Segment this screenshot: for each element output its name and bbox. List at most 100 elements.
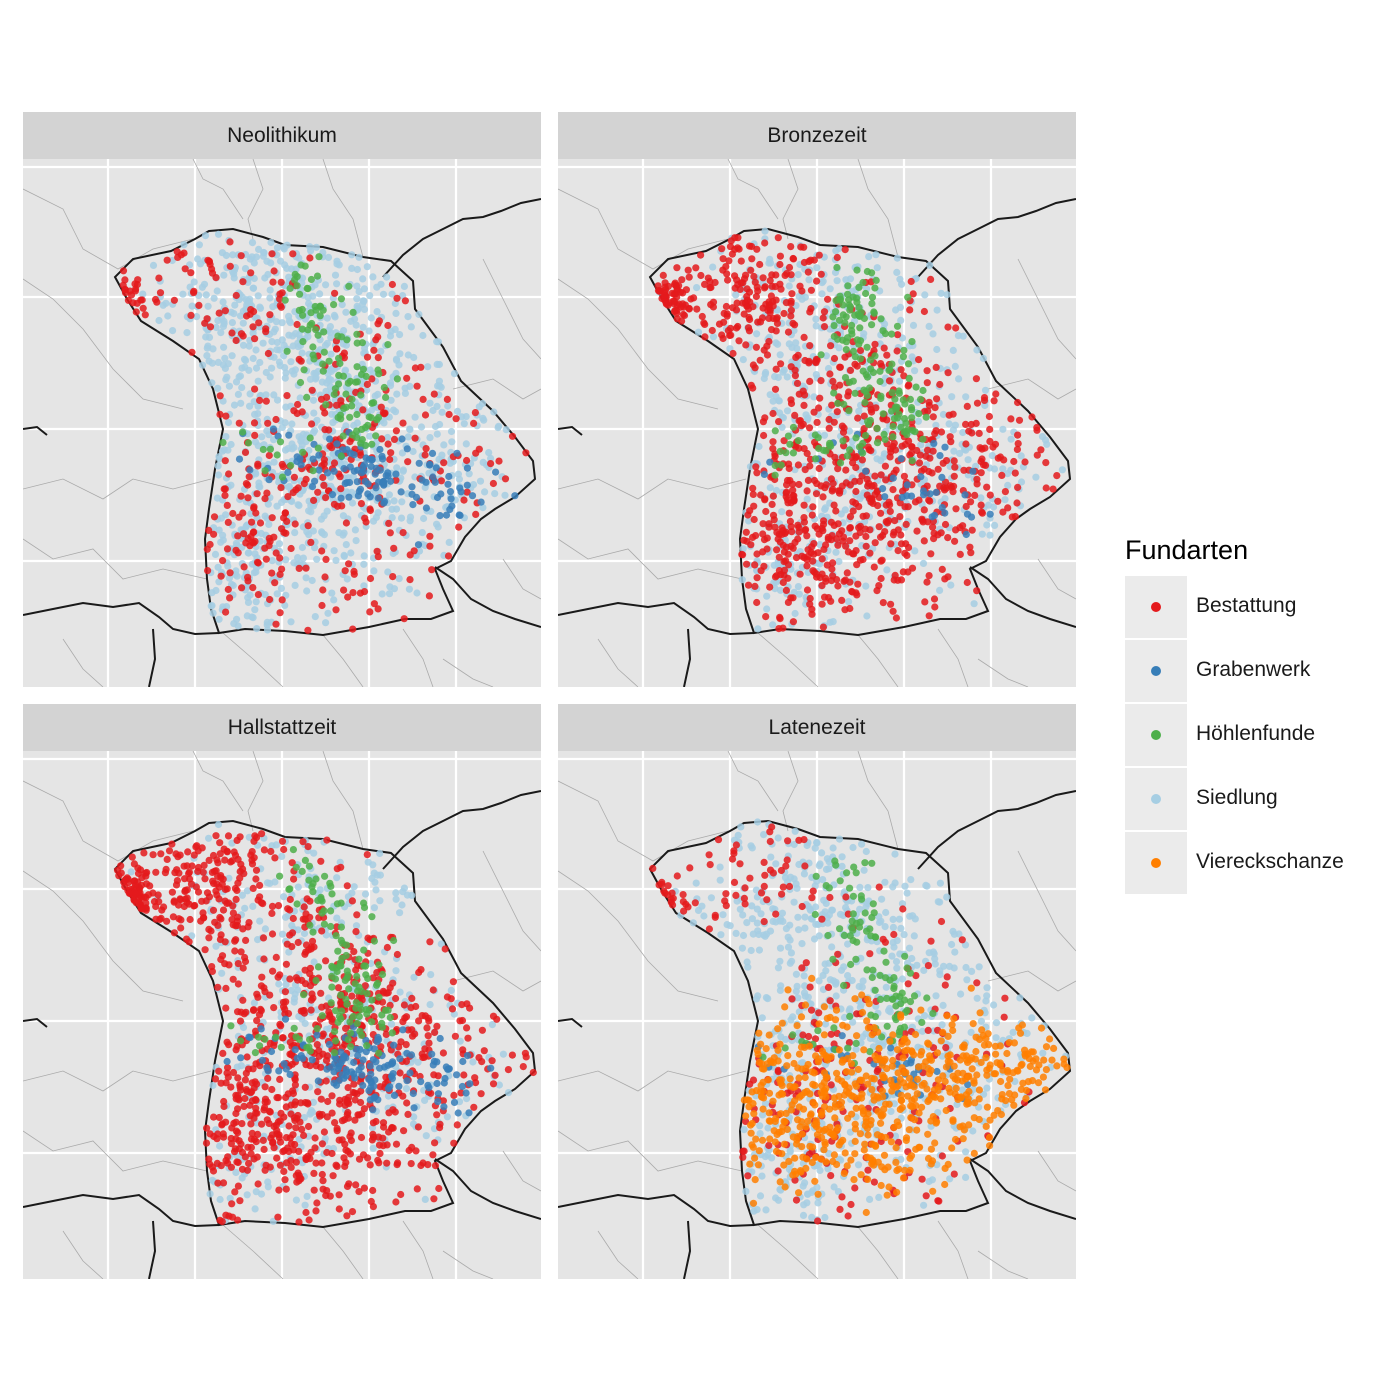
find-point bbox=[183, 862, 191, 870]
find-point bbox=[936, 380, 944, 389]
find-point bbox=[244, 439, 253, 447]
find-point bbox=[233, 886, 241, 894]
find-point bbox=[119, 267, 128, 275]
find-point bbox=[139, 290, 147, 298]
find-point bbox=[365, 327, 373, 335]
find-point bbox=[214, 358, 222, 366]
find-point bbox=[832, 297, 840, 305]
find-point bbox=[321, 426, 329, 434]
find-point bbox=[320, 328, 328, 336]
find-point bbox=[233, 1158, 241, 1166]
find-point bbox=[273, 244, 282, 252]
find-point bbox=[328, 1149, 336, 1158]
find-point bbox=[258, 830, 266, 838]
find-point bbox=[861, 525, 869, 533]
find-point bbox=[778, 423, 786, 431]
find-point bbox=[711, 278, 719, 287]
find-point bbox=[142, 880, 151, 888]
find-point bbox=[455, 511, 463, 519]
find-point bbox=[348, 499, 357, 507]
find-point bbox=[385, 1109, 393, 1117]
find-point bbox=[762, 613, 770, 621]
find-point bbox=[239, 1148, 247, 1157]
find-point bbox=[222, 1079, 230, 1087]
find-point bbox=[989, 503, 998, 511]
find-point bbox=[209, 906, 218, 914]
find-point bbox=[253, 558, 262, 566]
find-point bbox=[390, 585, 398, 593]
find-point bbox=[191, 901, 199, 910]
find-point bbox=[272, 953, 280, 961]
find-point bbox=[264, 419, 272, 427]
find-point bbox=[184, 848, 192, 856]
find-point bbox=[331, 271, 340, 279]
find-point bbox=[382, 393, 390, 401]
find-point bbox=[1013, 445, 1021, 453]
find-point bbox=[380, 419, 388, 427]
district-boundary bbox=[23, 538, 208, 580]
find-point bbox=[241, 1094, 249, 1103]
find-point bbox=[291, 1101, 299, 1109]
find-point bbox=[426, 461, 434, 469]
find-point bbox=[300, 1131, 308, 1140]
find-point bbox=[436, 512, 444, 520]
find-point bbox=[347, 549, 355, 557]
find-point bbox=[281, 1176, 289, 1184]
find-point bbox=[763, 534, 771, 542]
find-point bbox=[237, 948, 245, 956]
find-point bbox=[290, 875, 298, 883]
find-point bbox=[195, 241, 203, 249]
find-point bbox=[177, 924, 185, 932]
find-point bbox=[211, 1075, 220, 1083]
find-point bbox=[366, 608, 374, 616]
find-point bbox=[250, 503, 258, 511]
find-point bbox=[276, 554, 284, 562]
find-point bbox=[849, 507, 857, 515]
find-point bbox=[344, 1084, 352, 1092]
find-point bbox=[222, 1004, 230, 1012]
find-point bbox=[360, 461, 369, 469]
find-point bbox=[316, 886, 324, 894]
facet-strip-title: Neolithikum bbox=[23, 112, 541, 159]
find-point bbox=[868, 408, 876, 416]
find-point bbox=[274, 1213, 282, 1221]
find-point bbox=[363, 380, 371, 388]
find-point bbox=[998, 471, 1006, 479]
find-point bbox=[205, 925, 213, 933]
find-point bbox=[302, 941, 311, 949]
find-point bbox=[766, 277, 774, 285]
find-point bbox=[908, 338, 916, 346]
find-point bbox=[425, 592, 433, 600]
find-point bbox=[419, 1159, 427, 1167]
find-point bbox=[223, 501, 231, 509]
find-point bbox=[679, 310, 687, 319]
find-point bbox=[210, 294, 218, 302]
find-point bbox=[342, 541, 350, 549]
find-point bbox=[358, 425, 366, 433]
find-point bbox=[362, 1036, 370, 1044]
find-point bbox=[429, 1151, 437, 1159]
find-point bbox=[846, 446, 854, 454]
find-point bbox=[376, 1083, 384, 1091]
find-point bbox=[748, 255, 756, 263]
find-point bbox=[431, 422, 440, 431]
find-point bbox=[214, 820, 223, 829]
find-point bbox=[851, 389, 859, 397]
find-point bbox=[815, 530, 823, 538]
find-point bbox=[252, 875, 260, 883]
find-point bbox=[704, 274, 712, 282]
find-point bbox=[415, 1017, 423, 1025]
find-point bbox=[288, 497, 296, 506]
find-point bbox=[238, 584, 246, 592]
find-point bbox=[396, 350, 404, 358]
find-point bbox=[244, 598, 253, 606]
find-point bbox=[783, 373, 791, 381]
find-point bbox=[131, 287, 139, 295]
find-point bbox=[256, 304, 265, 312]
find-point bbox=[387, 1020, 396, 1028]
find-point bbox=[877, 471, 885, 479]
find-point bbox=[254, 377, 262, 385]
find-point bbox=[219, 397, 227, 405]
find-point bbox=[369, 273, 377, 281]
find-point bbox=[296, 378, 305, 387]
